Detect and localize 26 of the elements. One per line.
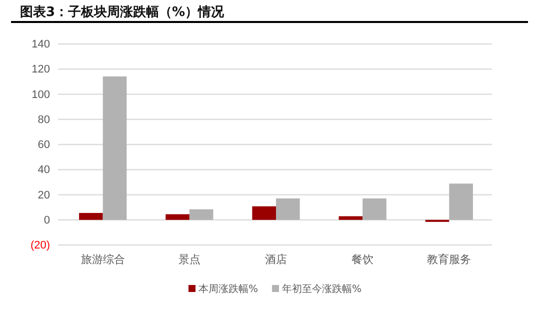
chart-title: 图表3：子板块周涨跌幅（%）情况: [20, 5, 226, 20]
bar: [362, 198, 386, 220]
bar: [166, 214, 190, 220]
legend-label: 本周涨跌幅%: [198, 283, 258, 295]
x-tick-label: 餐饮: [352, 254, 374, 266]
legend-label: 年初至今涨跌幅%: [282, 283, 362, 295]
y-tick-label: 20: [38, 189, 50, 202]
y-tick-label: 140: [32, 38, 50, 51]
x-tick-label: 酒店: [265, 252, 287, 266]
x-tick-label: 教育服务: [427, 252, 472, 266]
bar: [276, 198, 300, 220]
bar: [252, 206, 276, 220]
y-tick-label: 40: [38, 164, 50, 176]
y-tick-label: (20): [30, 240, 50, 252]
bar: [79, 212, 103, 220]
y-tick-label: 0: [44, 214, 50, 226]
bar: [449, 184, 473, 220]
y-tick-label: 60: [38, 139, 50, 152]
y-tick-label: 80: [38, 114, 50, 126]
bar: [338, 216, 363, 220]
bar: [189, 209, 214, 220]
x-tick-label: 旅游综合: [80, 252, 125, 266]
y-tick-label: 100: [32, 88, 50, 101]
x-tick-label: 景点: [178, 252, 200, 266]
y-tick-label: 120: [32, 64, 50, 76]
bar: [102, 76, 127, 220]
